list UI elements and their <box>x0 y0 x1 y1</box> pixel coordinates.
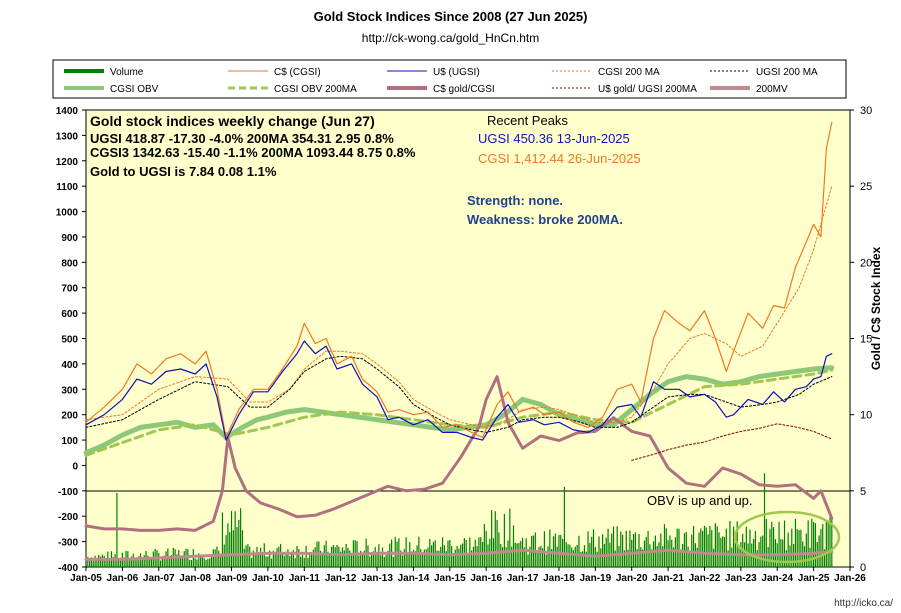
strength-text: Strength: none. <box>467 193 563 208</box>
recent-peaks-label: Recent Peaks <box>487 113 568 128</box>
y-right-tick-label: 20 <box>860 257 872 269</box>
legend-label: 200MV <box>756 84 788 95</box>
x-tick-label: Jan-14 <box>398 573 430 584</box>
y-right-tick-label: 30 <box>860 105 872 117</box>
legend-label: Volume <box>110 67 144 78</box>
credit-text: http://icko.ca/ <box>834 598 893 609</box>
ugsi-stats-line: UGSI 418.87 -17.30 -4.0% 200MA 354.31 2.… <box>90 131 394 146</box>
chart-title: Gold Stock Indices Since 2008 (27 Jun 20… <box>313 9 588 24</box>
y-right-tick-label: 15 <box>860 334 872 346</box>
legend-label: U$ (UGSI) <box>433 67 480 78</box>
legend-label: CGSI OBV 200MA <box>274 84 357 95</box>
series-ugsi_ma-line <box>85 355 833 433</box>
x-tick-label: Jan-12 <box>325 573 357 584</box>
x-tick-label: Jan-21 <box>652 573 684 584</box>
legend-entry-obv_ma: CGSI OBV 200MA <box>228 84 357 95</box>
y-right-axis-label: Gold / C$ Stock Index <box>869 246 883 370</box>
y-left-tick-label: -300 <box>58 538 78 549</box>
y-left-tick-label: 600 <box>61 309 78 320</box>
y-axis-right: 0 5 10 15 20 25 30 <box>850 105 872 574</box>
y-left-tick-label: 500 <box>61 335 78 346</box>
x-axis: Jan-05 Jan-06 Jan-07 Jan-08 Jan-09 Jan-10 Jan-… <box>70 567 866 584</box>
y-left-tick-label: 1100 <box>56 182 78 193</box>
cgsi-stats-line: CGSI3 1342.63 -15.40 -1.1% 200MA 1093.44… <box>90 145 416 160</box>
series-obv-line <box>83 365 835 456</box>
y-right-tick-label: 10 <box>860 410 872 422</box>
x-tick-label: Jan-17 <box>507 573 539 584</box>
x-tick-label: Jan-08 <box>179 573 211 584</box>
x-tick-label: Jan-11 <box>289 573 321 584</box>
x-tick-label: Jan-13 <box>361 573 393 584</box>
y-left-tick-label: 800 <box>61 258 78 269</box>
legend-label: C$ gold/CGSI <box>433 84 495 95</box>
legend-entry-cgsi_ma: CGSI 200 MA <box>552 67 660 78</box>
y-left-tick-label: 1000 <box>56 208 79 219</box>
legend-entry-ugsi_ma: UGSI 200 MA <box>710 67 818 78</box>
series-obv_ma-line <box>84 368 834 457</box>
gold-ratio-line: Gold to UGSI is 7.84 0.08 1.1% <box>90 164 277 179</box>
y-left-tick-label: 1400 <box>56 106 79 117</box>
y-left-tick-label: 1200 <box>56 157 79 168</box>
y-left-tick-label: -200 <box>58 512 78 523</box>
legend-label: U$ gold/ UGSI 200MA <box>598 84 697 95</box>
y-left-tick-label: -100 <box>58 487 78 498</box>
obv-note-text: OBV is up and up. <box>647 493 753 508</box>
obv-highlight-ellipse <box>733 510 841 564</box>
x-tick-label: Jan-23 <box>725 573 757 584</box>
legend-entry-volume: Volume <box>64 67 144 78</box>
y-left-tick-label: -400 <box>58 563 78 574</box>
weakness-text: Weakness: broke 200MA. <box>467 212 623 227</box>
x-tick-label: Jan-18 <box>543 573 575 584</box>
y-left-tick-label: 300 <box>61 385 78 396</box>
series-gold_cgsi-line <box>84 375 834 532</box>
ugsi-peak-text: UGSI 450.36 13-Jun-2025 <box>478 131 630 146</box>
chart-subtitle: http://ck-wong.ca/gold_HnCn.htm <box>361 31 540 45</box>
x-tick-label: Jan-07 <box>143 573 175 584</box>
x-tick-label: Jan-15 <box>434 573 466 584</box>
x-tick-label: Jan-10 <box>252 573 284 584</box>
legend-label: C$ (CGSI) <box>274 67 321 78</box>
y-left-tick-label: 0 <box>72 461 78 472</box>
y-left-tick-label: 700 <box>61 284 78 295</box>
x-tick-label: Jan-06 <box>107 573 139 584</box>
x-tick-label: Jan-09 <box>216 573 248 584</box>
series-ugsi-line <box>85 340 833 441</box>
y-left-tick-label: 900 <box>61 233 78 244</box>
legend-label: CGSI 200 MA <box>598 67 660 78</box>
y-left-tick-label: 1300 <box>56 131 79 142</box>
cgsi-peak-text: CGSI 1,412.44 26-Jun-2025 <box>478 151 641 166</box>
x-tick-label: Jan-25 <box>798 573 830 584</box>
legend-entry-gold_cgsi: C$ gold/CGSI <box>387 84 495 95</box>
x-tick-label: Jan-05 <box>70 573 102 584</box>
x-tick-label: Jan-20 <box>616 573 648 584</box>
y-right-tick-label: 5 <box>860 486 866 498</box>
legend-label: CGSI OBV <box>110 84 159 95</box>
x-tick-label: Jan-26 <box>834 573 866 584</box>
weekly-change-title: Gold stock indices weekly change (Jun 27… <box>90 113 375 129</box>
legend-label: UGSI 200 MA <box>756 67 818 78</box>
legend-entry-mv200: 200MV <box>710 84 788 95</box>
legend-entry-obv: CGSI OBV <box>64 84 159 95</box>
legend-entry-cgsi: C$ (CGSI) <box>228 67 321 78</box>
series-cgsi_ma-line <box>85 185 833 428</box>
x-tick-label: Jan-19 <box>579 573 611 584</box>
y-left-tick-label: 100 <box>61 436 78 447</box>
x-tick-label: Jan-22 <box>689 573 721 584</box>
series-gold_ugsi-line <box>631 423 833 461</box>
y-right-tick-label: 0 <box>860 562 866 574</box>
y-right-tick-label: 25 <box>860 181 872 193</box>
y-left-tick-label: 200 <box>61 411 78 422</box>
y-axis-left: -400 -300 -200 -100 0 100 200 300 400 500 600 700 80… <box>56 106 86 574</box>
y-left-tick-label: 400 <box>61 360 78 371</box>
series-mv200-line <box>84 548 834 561</box>
legend-entry-gold_ugsi: U$ gold/ UGSI 200MA <box>552 84 697 95</box>
x-tick-label: Jan-16 <box>470 573 502 584</box>
legend-box <box>52 59 847 99</box>
legend-entry-ugsi: U$ (UGSI) <box>387 67 480 78</box>
x-tick-label: Jan-24 <box>761 573 793 584</box>
